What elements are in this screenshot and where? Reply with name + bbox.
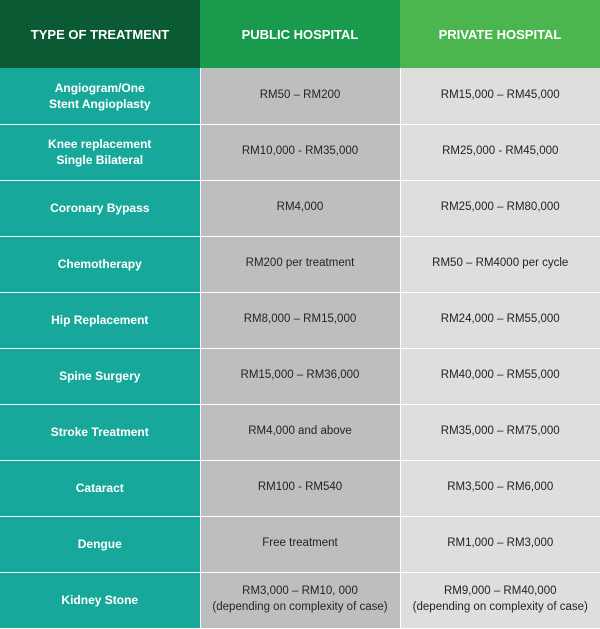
table-row: ChemotherapyRM200 per treatmentRM50 – RM…: [0, 236, 600, 292]
table-row: Stroke TreatmentRM4,000 and aboveRM35,00…: [0, 404, 600, 460]
treatment-cell: Kidney Stone: [0, 572, 200, 628]
private-hospital-cell: RM40,000 – RM55,000: [400, 348, 600, 404]
table-row: DengueFree treatmentRM1,000 – RM3,000: [0, 516, 600, 572]
private-hospital-cell: RM1,000 – RM3,000: [400, 516, 600, 572]
public-hospital-cell: RM4,000: [200, 180, 400, 236]
private-hospital-cell: RM25,000 – RM80,000: [400, 180, 600, 236]
private-hospital-cell: RM3,500 – RM6,000: [400, 460, 600, 516]
treatment-cell: Angiogram/OneStent Angioplasty: [0, 68, 200, 124]
public-hospital-cell: RM50 – RM200: [200, 68, 400, 124]
public-hospital-cell: RM10,000 - RM35,000: [200, 124, 400, 180]
table-row: Angiogram/OneStent AngioplastyRM50 – RM2…: [0, 68, 600, 124]
private-hospital-cell: RM15,000 – RM45,000: [400, 68, 600, 124]
public-hospital-cell: RM100 - RM540: [200, 460, 400, 516]
table-row: Kidney StoneRM3,000 – RM10, 000(dependin…: [0, 572, 600, 628]
treatment-cell: Cataract: [0, 460, 200, 516]
header-treatment: TYPE OF TREATMENT: [0, 0, 200, 68]
treatment-cell: Spine Surgery: [0, 348, 200, 404]
table-row: Knee replacementSingle BilateralRM10,000…: [0, 124, 600, 180]
private-hospital-cell: RM9,000 – RM40,000(depending on complexi…: [400, 572, 600, 628]
treatment-cell: Knee replacementSingle Bilateral: [0, 124, 200, 180]
public-hospital-cell: RM8,000 – RM15,000: [200, 292, 400, 348]
private-hospital-cell: RM24,000 – RM55,000: [400, 292, 600, 348]
treatment-cost-table: TYPE OF TREATMENT PUBLIC HOSPITAL PRIVAT…: [0, 0, 600, 629]
table-header-row: TYPE OF TREATMENT PUBLIC HOSPITAL PRIVAT…: [0, 0, 600, 68]
private-hospital-cell: RM35,000 – RM75,000: [400, 404, 600, 460]
table-row: Hip ReplacementRM8,000 – RM15,000RM24,00…: [0, 292, 600, 348]
treatment-cell: Stroke Treatment: [0, 404, 200, 460]
private-hospital-cell: RM50 – RM4000 per cycle: [400, 236, 600, 292]
treatment-cell: Chemotherapy: [0, 236, 200, 292]
public-hospital-cell: Free treatment: [200, 516, 400, 572]
table-body: Angiogram/OneStent AngioplastyRM50 – RM2…: [0, 68, 600, 628]
public-hospital-cell: RM15,000 – RM36,000: [200, 348, 400, 404]
public-hospital-cell: RM3,000 – RM10, 000(depending on complex…: [200, 572, 400, 628]
public-hospital-cell: RM4,000 and above: [200, 404, 400, 460]
header-public: PUBLIC HOSPITAL: [200, 0, 400, 68]
treatment-cell: Dengue: [0, 516, 200, 572]
private-hospital-cell: RM25,000 - RM45,000: [400, 124, 600, 180]
header-private: PRIVATE HOSPITAL: [400, 0, 600, 68]
treatment-cell: Hip Replacement: [0, 292, 200, 348]
table-row: Coronary BypassRM4,000RM25,000 – RM80,00…: [0, 180, 600, 236]
table-row: CataractRM100 - RM540RM3,500 – RM6,000: [0, 460, 600, 516]
treatment-cell: Coronary Bypass: [0, 180, 200, 236]
public-hospital-cell: RM200 per treatment: [200, 236, 400, 292]
table-row: Spine SurgeryRM15,000 – RM36,000RM40,000…: [0, 348, 600, 404]
